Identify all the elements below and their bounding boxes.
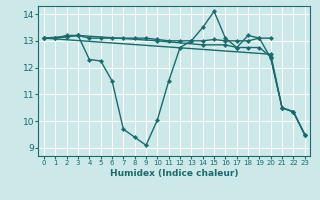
X-axis label: Humidex (Indice chaleur): Humidex (Indice chaleur) (110, 169, 239, 178)
